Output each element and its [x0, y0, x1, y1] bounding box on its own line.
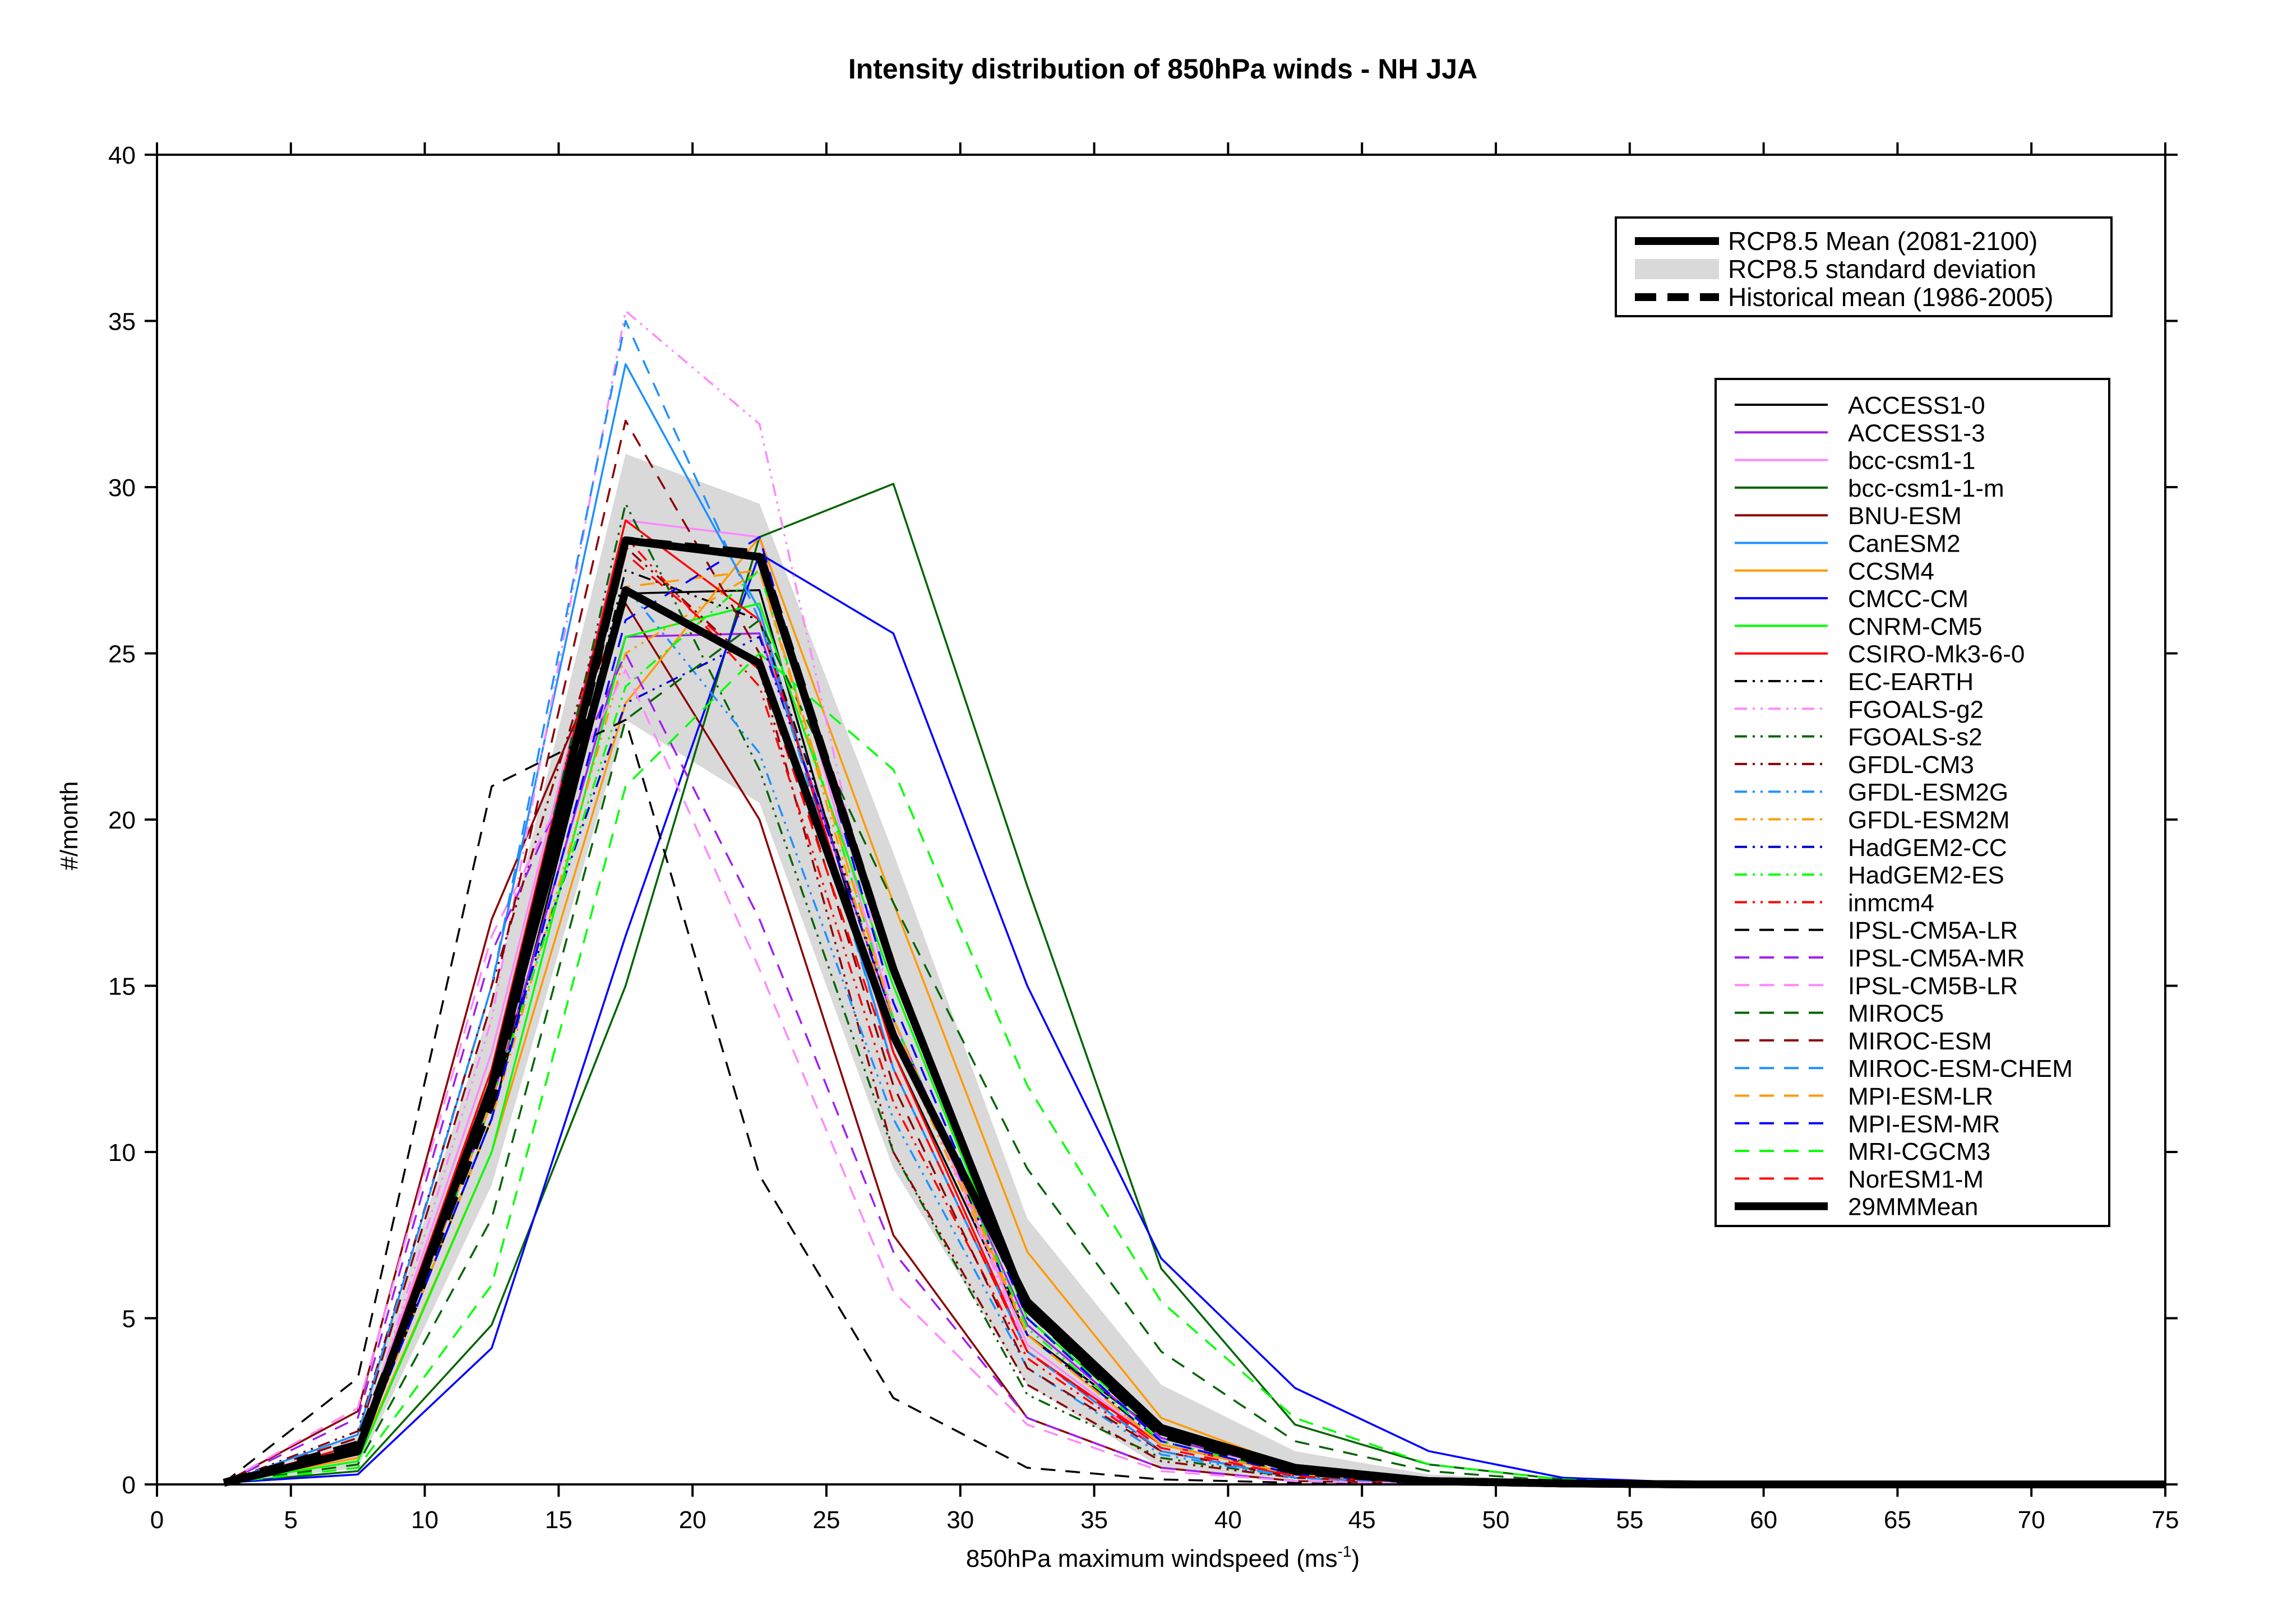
x-tick-label: 55: [1616, 1506, 1643, 1534]
y-tick-label: 20: [108, 807, 136, 834]
x-tick-label: 25: [813, 1506, 840, 1534]
legend-label-ccsm4: CCSM4: [1848, 558, 1934, 585]
x-tick-label: 45: [1348, 1506, 1376, 1534]
series-line-mri-cgcm3: [224, 652, 2165, 1486]
legend-label-hadgem2-es: HadGEM2-ES: [1848, 862, 2004, 889]
legend-label-cnrm-cm5: CNRM-CM5: [1848, 613, 1983, 640]
legend-label-gfdl-esm2g: GFDL-ESM2G: [1848, 779, 2008, 806]
y-tick-label: 5: [122, 1306, 136, 1333]
legend-label-miroc-esm: MIROC-ESM: [1848, 1028, 1992, 1055]
legend-label-mpi-esm-mr: MPI-ESM-MR: [1848, 1111, 2000, 1138]
series-line-ipsl-cm5a-lr: [223, 719, 2165, 1486]
x-tick-label: 70: [2018, 1506, 2045, 1534]
std-deviation-band: [224, 454, 2166, 1485]
legend-label-ipsl-cm5a-lr: IPSL-CM5A-LR: [1848, 917, 2018, 945]
legend-label-csiro-mk3-6-0: CSIRO-Mk3-6-0: [1848, 641, 2025, 668]
legend-label-bnu-esm: BNU-ESM: [1848, 502, 1962, 530]
legend-swatch-std-band: [1635, 259, 1719, 279]
x-tick-label: 50: [1482, 1506, 1510, 1534]
legend-label-ipsl-cm5b-lr: IPSL-CM5B-LR: [1848, 972, 2018, 1000]
legend-models: ACCESS1-0ACCESS1-3bcc-csm1-1bcc-csm1-1-m…: [1715, 378, 2110, 1227]
legend-top-label: RCP8.5 standard deviation: [1728, 255, 2036, 284]
x-tick-label: 20: [679, 1506, 706, 1534]
legend-label-miroc5: MIROC5: [1848, 1000, 1944, 1028]
legend-label-access1-3: ACCESS1-3: [1848, 419, 1985, 447]
legend-top: RCP8.5 Mean (2081-2100)RCP8.5 standard d…: [1615, 216, 2113, 317]
y-tick-label: 30: [108, 474, 136, 502]
legend-label-bcc-csm1-1-m: bcc-csm1-1-m: [1848, 475, 2004, 502]
legend-label-29mmmean: 29MMMean: [1848, 1193, 1978, 1221]
series-line-mpi-esm-lr: [224, 569, 2165, 1486]
series-line-miroc-esm: [223, 419, 2165, 1486]
y-tick-label: 40: [108, 142, 136, 169]
x-axis-label: 850hPa maximum windspeed (ms-1): [966, 1543, 1360, 1572]
x-tick-label: 10: [411, 1506, 438, 1534]
x-tick-label: 75: [2152, 1506, 2179, 1534]
legend-label-ipsl-cm5a-mr: IPSL-CM5A-MR: [1848, 945, 2025, 972]
legend-label-hadgem2-cc: HadGEM2-CC: [1848, 834, 2007, 862]
x-tick-label: 15: [545, 1506, 572, 1534]
y-tick-label: 0: [122, 1472, 136, 1499]
x-tick-label: 60: [1750, 1506, 1777, 1534]
legend-label-gfdl-esm2m: GFDL-ESM2M: [1848, 807, 2009, 834]
legend-models-frame: [1715, 378, 2110, 1227]
legend-label-noresm1-m: NorESM1-M: [1848, 1165, 1984, 1193]
x-tick-label: 30: [946, 1506, 974, 1534]
x-tick-label: 5: [284, 1506, 298, 1534]
y-tick-label: 25: [108, 641, 136, 668]
x-axis-label-close: ): [1351, 1545, 1360, 1572]
legend-label-canesm2: CanESM2: [1848, 530, 1961, 558]
x-axis-label-main: 850hPa maximum windspeed (ms: [966, 1545, 1338, 1572]
legend-label-miroc-esm-chem: MIROC-ESM-CHEM: [1848, 1055, 2073, 1082]
legend-label-gfdl-cm3: GFDL-CM3: [1848, 751, 1974, 779]
legend-label-bcc-csm1-1: bcc-csm1-1: [1848, 447, 1975, 475]
legend-label-fgoals-s2: FGOALS-s2: [1848, 724, 1983, 751]
series-line-miroc-esm-chem: [223, 320, 2165, 1486]
x-tick-label: 0: [150, 1506, 164, 1534]
y-tick-label: 10: [108, 1139, 136, 1167]
series-line-gfdl-cm3: [223, 545, 2165, 1486]
series-line-fgoals-g2: [223, 309, 2165, 1486]
y-tick-label: 35: [108, 308, 136, 336]
legend-label-access1-0: ACCESS1-0: [1848, 392, 1985, 419]
legend-label-cmcc-cm: CMCC-CM: [1848, 585, 1968, 613]
legend-label-mpi-esm-lr: MPI-ESM-LR: [1848, 1083, 1993, 1111]
x-tick-label: 35: [1080, 1506, 1108, 1534]
x-axis-label-unit-exponent: -1: [1338, 1543, 1352, 1560]
axes-layer: 0 5 10 15 20 25 30 35 40 45 50 55 60 65 70 75 0 5 10 15 20 25…: [108, 142, 2179, 1534]
x-tick-label: 65: [1884, 1506, 1911, 1534]
legend-top-label: Historical mean (1986-2005): [1728, 283, 2053, 312]
std-band-layer: [224, 454, 2166, 1485]
series-line-fgoals-s2: [224, 502, 2165, 1486]
legend-label-inmcm4: inmcm4: [1848, 889, 1934, 917]
legend-label-ec-earth: EC-EARTH: [1848, 668, 1974, 696]
legend-label-fgoals-g2: FGOALS-g2: [1848, 696, 1984, 723]
legend-label-mri-cgcm3: MRI-CGCM3: [1848, 1138, 1990, 1165]
y-axis-label: #/month: [56, 781, 83, 871]
chart-title: Intensity distribution of 850hPa winds -…: [848, 53, 1477, 85]
y-tick-label: 15: [108, 973, 136, 1001]
legend-top-label: RCP8.5 Mean (2081-2100): [1728, 226, 2037, 256]
x-tick-label: 40: [1214, 1506, 1242, 1534]
